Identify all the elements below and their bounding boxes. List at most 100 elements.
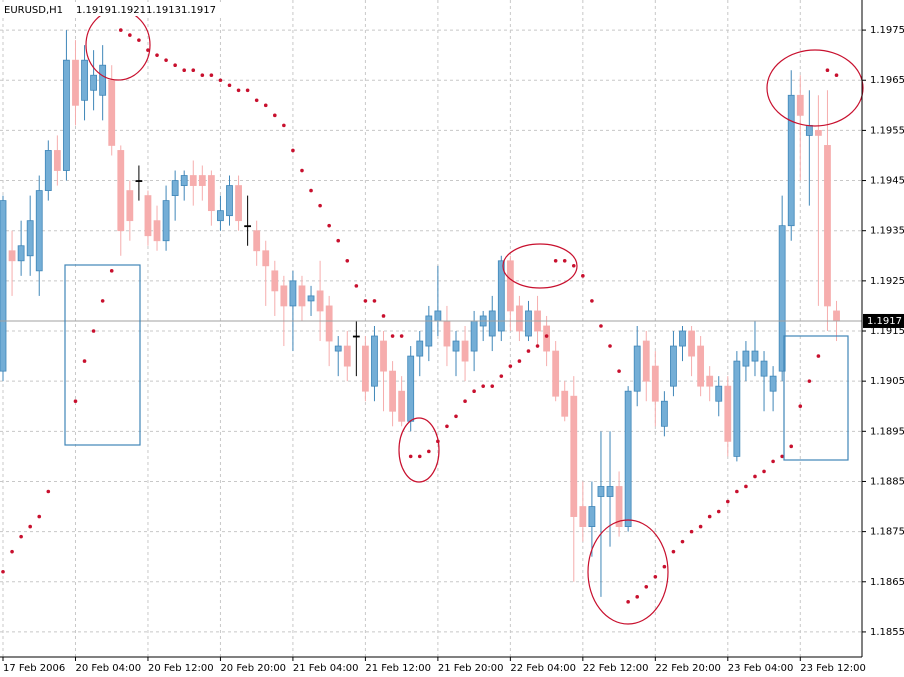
sar-dot [644,584,649,589]
candle-body [805,124,813,136]
sar-dot [698,524,703,529]
sar-dot [807,379,812,383]
sar-dot [834,73,839,78]
candle-body [35,190,43,272]
candle-body [361,345,369,392]
candle-body [552,350,560,397]
sar-dot [254,98,259,103]
candle-body [17,245,25,262]
x-tick-label: 23 Feb 12:00 [800,663,866,674]
candle-body [561,390,569,417]
y-tick-label: 1.1935 [870,226,904,237]
sar-dot [581,274,585,278]
candle-body [325,305,333,342]
y-tick-label: 1.1955 [870,125,904,136]
candle-body [525,310,532,337]
candle-body [171,180,179,196]
highlight-ellipse [398,417,440,483]
candle-body [53,150,61,171]
candle-body [307,295,315,302]
sar-dot [155,53,159,57]
y-tick-label: 1.1915 [870,326,904,337]
candle-body [8,250,16,262]
sar-dot [209,73,214,78]
candle-body [289,280,297,307]
sar-dot [327,223,331,228]
candle-body [615,486,623,528]
candle-body [597,486,605,497]
candle-body [733,360,741,457]
candle-body [796,94,804,116]
sar-dot [445,424,449,429]
x-tick-label: 22 Feb 20:00 [655,663,721,674]
candle-body [235,185,242,222]
candle-body [117,150,125,232]
candle-body [624,390,632,528]
candle-body [81,59,88,101]
sar-dot [590,299,594,303]
candle-body [651,365,659,402]
sar-dot [635,595,639,599]
candle-body [642,340,650,382]
sar-dot [753,474,757,479]
candle-body [724,385,732,442]
sar-dot [300,168,304,173]
y-tick-label: 1.1875 [870,527,904,538]
sar-dot [599,324,603,328]
sar-dot [689,529,694,534]
candle-body [425,315,433,347]
candle-body [280,285,288,307]
candle-body [162,200,170,242]
last-close: 1.1917 [181,5,216,16]
candle-body [633,345,641,392]
candle-body [787,94,795,227]
sar-dot [780,454,784,459]
sar-dot [91,329,96,333]
sar-dot [372,299,377,303]
candle-body [253,230,261,252]
candle-body [189,175,197,186]
sar-dot [182,68,186,73]
candle-body [380,340,387,372]
x-tick-label: 20 Feb 12:00 [148,663,214,674]
x-tick-label: 22 Feb 12:00 [583,663,649,674]
candle-body [452,340,460,352]
candle-body [334,345,342,352]
sar-dot [653,574,658,579]
candle-body [824,145,831,307]
sar-dot [46,489,51,494]
candle-body [72,59,79,106]
highlight-box [64,264,141,446]
candle-body [207,175,215,212]
y-tick-label: 1.1925 [870,276,904,287]
candle-body [244,225,252,228]
sar-dot [744,484,748,489]
sar-dot [517,359,522,363]
sar-dot [227,83,232,88]
sar-dot [137,38,141,42]
candle-body [26,220,34,257]
highlight-ellipse [766,49,864,127]
candle-body [298,285,306,307]
candle-body [0,200,7,372]
candle-body [470,320,478,352]
sar-dot [118,28,123,32]
sar-dot [472,389,476,393]
sar-dot [571,264,576,268]
candle-body [144,195,152,237]
highlight-ellipse [502,243,578,289]
candle-body [833,310,840,322]
header: EURUSD,H1 1.1919 1.1921 1.1913 1.1917 [0,2,240,16]
sar-dot [481,384,485,388]
candle-body [506,260,514,312]
sar-dot [680,539,685,544]
sar-dot [282,123,286,128]
sar-dot [454,414,458,419]
candle-body [769,375,777,392]
candle-body [126,190,134,222]
candle-body [180,175,188,186]
sar-dot [309,188,313,193]
sar-dot [19,534,23,539]
sar-dot [354,284,359,288]
y-tick-label: 1.1945 [870,176,904,187]
